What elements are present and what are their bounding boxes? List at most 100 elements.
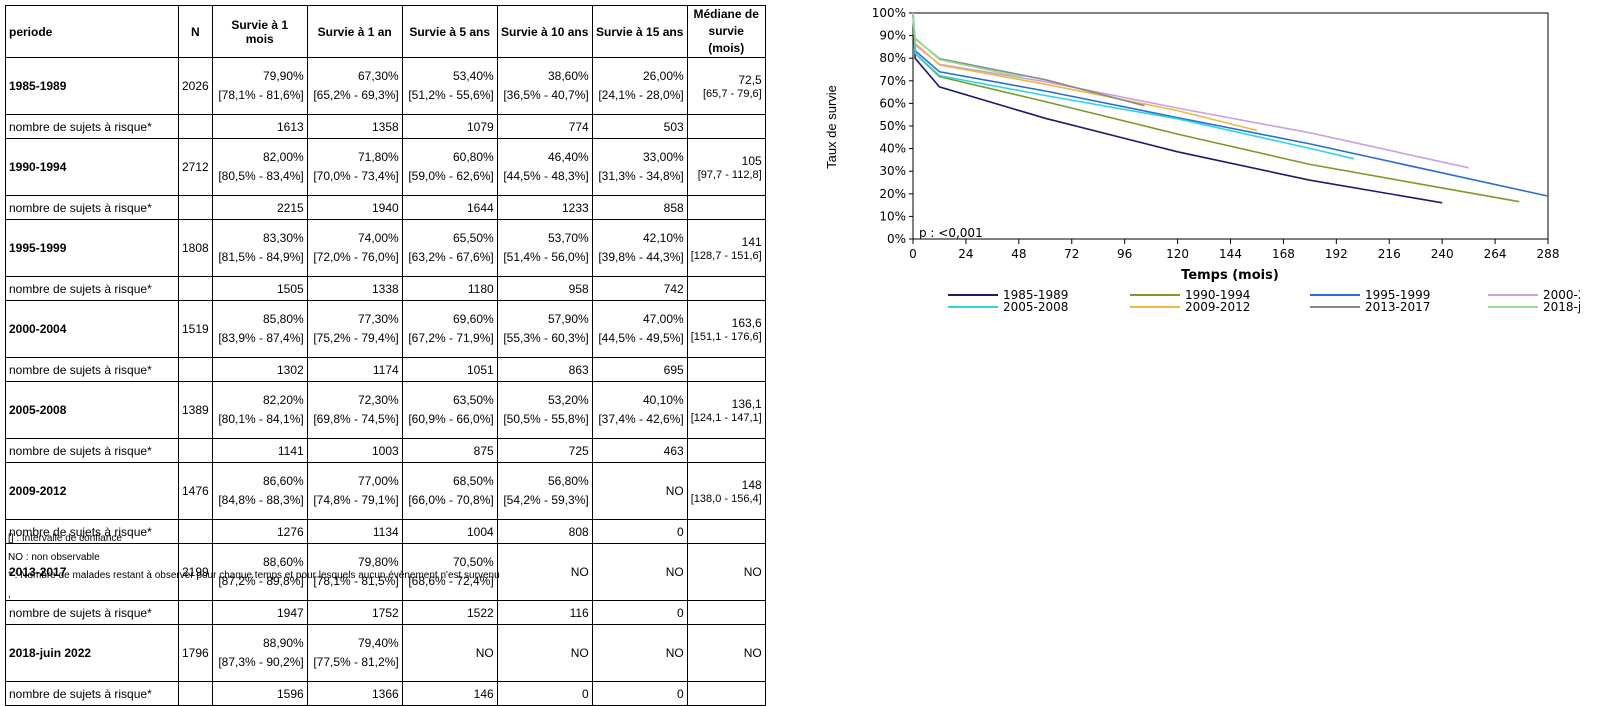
risk-count: 958	[497, 277, 592, 301]
x-axis: 0 24 48 72 96 120 144 168 192 216 240 264 288	[909, 239, 1559, 261]
risk-count: 1051	[402, 358, 497, 382]
confidence-interval: [31,3% - 34,8%]	[596, 167, 684, 186]
survival-value: 88,90%	[216, 634, 304, 653]
survival-value: 56,80%	[501, 472, 589, 491]
risk-row: nombre de sujets à risque* 1505 1338 1180 95…	[6, 277, 766, 301]
risk-count: 0	[592, 682, 687, 706]
survival-value: 46,40%	[501, 148, 589, 167]
risk-count: 774	[497, 115, 592, 139]
confidence-interval: [81,5% - 84,9%]	[216, 248, 304, 267]
risk-count: 1505	[212, 277, 307, 301]
survival-value: 136,1	[691, 396, 762, 412]
survival-cell: 26,00% [24,1% - 28,0%]	[592, 58, 687, 115]
survival-value: 74,00%	[311, 229, 399, 248]
confidence-interval: [69,8% - 74,5%]	[311, 410, 399, 429]
survival-cell: NO	[592, 544, 687, 601]
risk-count: 1141	[212, 439, 307, 463]
table-row: 2005-2008 1389 82,20% [80,1% - 84,1%] 72,30%…	[6, 382, 766, 439]
confidence-interval: [65,2% - 69,3%]	[311, 86, 399, 105]
survival-cell: 82,00% [80,5% - 83,4%]	[212, 139, 307, 196]
confidence-interval: [55,3% - 60,3%]	[501, 329, 589, 348]
y-axis: 0%10%20%30%40%50%60%70%80%90%100%	[872, 6, 913, 246]
survival-value: 83,30%	[216, 229, 304, 248]
risk-count: 1947	[212, 601, 307, 625]
y-tick-label: 30%	[879, 164, 906, 178]
confidence-interval: [59,0% - 62,6%]	[406, 167, 494, 186]
periode-cell: 2000-2004	[6, 301, 179, 358]
survival-cell: 65,50% [63,2% - 67,6%]	[402, 220, 497, 277]
survival-value: NO	[596, 482, 684, 501]
survival-cell: 53,40% [51,2% - 55,6%]	[402, 58, 497, 115]
survival-cell: 56,80% [54,2% - 59,3%]	[497, 463, 592, 520]
survival-value: 42,10%	[596, 229, 684, 248]
periode-cell: 2009-2012	[6, 463, 179, 520]
survival-cell: 71,80% [70,0% - 73,4%]	[307, 139, 402, 196]
risk-count: 1358	[307, 115, 402, 139]
confidence-interval: [54,2% - 59,3%]	[501, 491, 589, 510]
risk-row: nombre de sujets à risque* 1613 1358 1079 77…	[6, 115, 766, 139]
confidence-interval: [74,8% - 79,1%]	[311, 491, 399, 510]
risk-empty-cell	[179, 277, 213, 301]
survival-value: 53,20%	[501, 391, 589, 410]
risk-label: nombre de sujets à risque*	[6, 682, 179, 706]
footnote-risk: * : Nombre de malades restant à observer…	[8, 567, 500, 586]
survival-cell: NO	[497, 544, 592, 601]
survival-cell: NO	[497, 625, 592, 682]
risk-row: nombre de sujets à risque* 1596 1366 146 0 0	[6, 682, 766, 706]
survival-value: 82,20%	[216, 391, 304, 410]
survival-cell: 79,40% [77,5% - 81,2%]	[307, 625, 402, 682]
risk-empty-cell	[179, 439, 213, 463]
x-tick-label: 216	[1378, 247, 1401, 261]
median-cell: 72,5 [65,7 - 79,6]	[687, 58, 765, 115]
survival-cell: 79,90% [78,1% - 81,6%]	[212, 58, 307, 115]
x-tick-label: 192	[1325, 247, 1348, 261]
risk-count	[687, 520, 765, 544]
n-cell: 1389	[179, 382, 213, 439]
survival-cell: 46,40% [44,5% - 48,3%]	[497, 139, 592, 196]
confidence-interval: [67,2% - 71,9%]	[406, 329, 494, 348]
risk-empty-cell	[179, 358, 213, 382]
confidence-interval: [83,9% - 87,4%]	[216, 329, 304, 348]
risk-label: nombre de sujets à risque*	[6, 601, 179, 625]
risk-count: 0	[592, 601, 687, 625]
header-periode: periode	[6, 6, 179, 58]
x-tick-label: 48	[1011, 247, 1026, 261]
survival-value: 26,00%	[596, 67, 684, 86]
y-tick-label: 20%	[879, 187, 906, 201]
header-survie-1-an: Survie à 1 an	[307, 6, 402, 58]
risk-count: 1174	[307, 358, 402, 382]
n-cell: 1519	[179, 301, 213, 358]
table-row: 1985-1989 2026 79,90% [78,1% - 81,6%] 67,30%…	[6, 58, 766, 115]
survival-cell: 88,90% [87,3% - 90,2%]	[212, 625, 307, 682]
survival-value: 105	[691, 153, 762, 169]
survival-cell: 74,00% [72,0% - 76,0%]	[307, 220, 402, 277]
survival-value: 85,80%	[216, 310, 304, 329]
risk-empty-cell	[179, 196, 213, 220]
survival-value: 141	[691, 234, 762, 250]
survival-value: 60,80%	[406, 148, 494, 167]
x-tick-label: 24	[958, 247, 973, 261]
footnote-ci: [] : Intervalle de confiance	[8, 530, 500, 549]
risk-count: 858	[592, 196, 687, 220]
confidence-interval: [138,0 - 156,4]	[691, 493, 762, 506]
legend-label: 2013-2017	[1365, 300, 1430, 314]
header-survie-1-mois: Survie à 1 mois	[212, 6, 307, 58]
survival-value: 38,60%	[501, 67, 589, 86]
risk-count: 116	[497, 601, 592, 625]
survival-cell: NO	[402, 625, 497, 682]
survival-cell: 68,50% [66,0% - 70,8%]	[402, 463, 497, 520]
plot-frame	[913, 13, 1548, 239]
header-mediane: Médiane de survie (mois)	[687, 6, 765, 58]
survival-cell: 33,00% [31,3% - 34,8%]	[592, 139, 687, 196]
risk-count: 1752	[307, 601, 402, 625]
survival-value: 72,30%	[311, 391, 399, 410]
confidence-interval: [60,9% - 66,0%]	[406, 410, 494, 429]
confidence-interval: [37,4% - 42,6%]	[596, 410, 684, 429]
survival-value: NO	[596, 644, 684, 663]
risk-count: 146	[402, 682, 497, 706]
confidence-interval: [87,3% - 90,2%]	[216, 653, 304, 672]
survival-value: 53,70%	[501, 229, 589, 248]
survival-value: NO	[691, 645, 762, 661]
confidence-interval: [97,7 - 112,8]	[691, 169, 762, 182]
footnote-no: NO : non observable	[8, 549, 500, 568]
